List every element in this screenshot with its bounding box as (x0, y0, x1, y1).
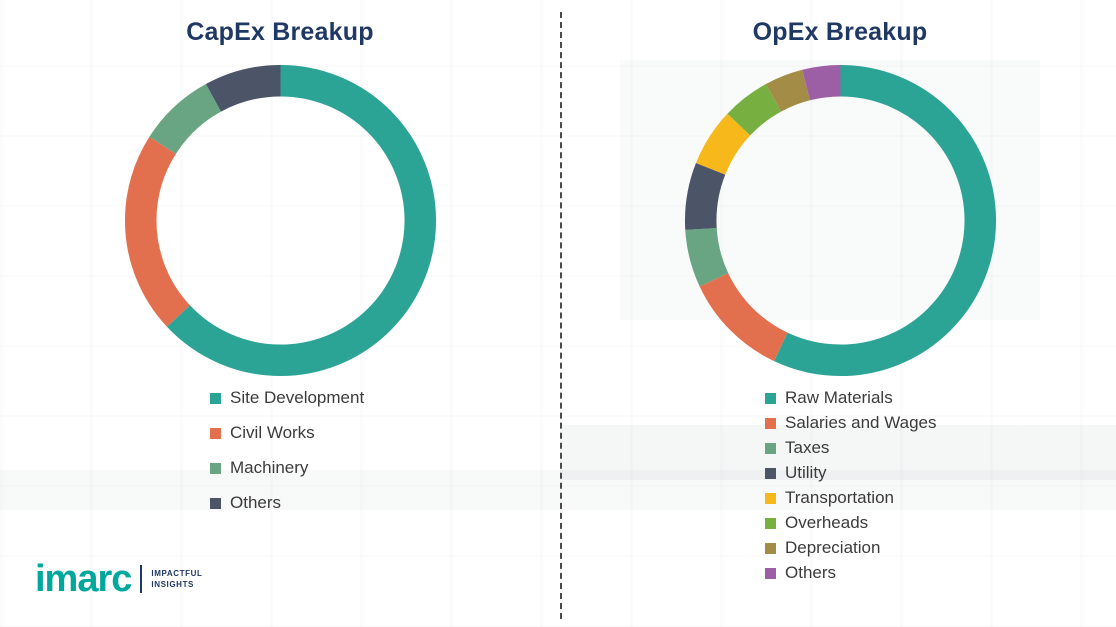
legend-swatch (765, 567, 776, 579)
donut-segment-others (124, 64, 436, 377)
legend-label: Raw Materials (785, 388, 893, 407)
vertical-dashed-divider (560, 12, 562, 619)
legend-label: Overheads (785, 513, 869, 532)
donut-segment-utility (684, 64, 996, 377)
donut-chart-svg (124, 64, 436, 377)
legend-item: Others (210, 493, 480, 513)
capex-donut-chart (123, 63, 438, 378)
legend-item: Overheads (765, 513, 1040, 533)
legend-label: Site Development (230, 388, 365, 407)
opex-legend: Raw Materials Salaries and Wages Taxes Util… (765, 388, 1040, 583)
legend-item: Utility (765, 463, 1040, 483)
opex-chart-section: OpEx Breakup Raw Materials Salaries and W… (640, 18, 1040, 588)
opex-chart-title: OpEx Breakup (752, 18, 928, 46)
legend-swatch (765, 492, 776, 504)
donut-segment-civil-works (124, 64, 436, 377)
legend-item: Transportation (765, 488, 1040, 508)
legend-label: Depreciation (785, 538, 881, 557)
imarc-logo-text: imarc (35, 558, 132, 600)
capex-legend: Site Development Civil Works Machinery Othe… (210, 388, 480, 513)
legend-item: Salaries and Wages (765, 413, 1040, 433)
logo-tagline-line2: INSIGHTS (151, 580, 194, 589)
legend-label: Salaries and Wages (785, 413, 937, 432)
legend-label: Utility (785, 463, 827, 482)
imarc-logo: imarc IMPACTFUL INSIGHTS (35, 560, 202, 598)
legend-label: Transportation (785, 488, 894, 507)
legend-item: Others (765, 563, 1040, 583)
legend-item: Site Development (210, 388, 480, 408)
legend-label: Others (230, 493, 282, 512)
legend-item: Machinery (210, 458, 480, 478)
capex-chart-title: CapEx Breakup (186, 18, 374, 46)
legend-swatch (210, 427, 221, 439)
opex-donut-chart (683, 63, 998, 378)
legend-label: Taxes (785, 438, 830, 457)
legend-swatch (765, 392, 776, 404)
legend-label: Civil Works (230, 423, 315, 442)
logo-tagline: IMPACTFUL INSIGHTS (151, 568, 202, 590)
capex-chart-section: CapEx Breakup Site Development Civil Work… (80, 18, 480, 528)
legend-swatch (210, 462, 221, 474)
donut-segment-others (684, 64, 996, 377)
legend-item: Taxes (765, 438, 1040, 458)
legend-item: Raw Materials (765, 388, 1040, 408)
legend-swatch (765, 442, 776, 454)
legend-swatch (210, 392, 221, 404)
legend-swatch (765, 517, 776, 529)
legend-swatch (210, 497, 221, 509)
legend-item: Civil Works (210, 423, 480, 443)
legend-swatch (765, 467, 776, 479)
donut-chart-svg (684, 64, 996, 377)
legend-swatch (765, 542, 776, 554)
legend-label: Machinery (230, 458, 309, 477)
legend-item: Depreciation (765, 538, 1040, 558)
logo-tagline-line1: IMPACTFUL (151, 568, 203, 578)
legend-label: Others (785, 563, 837, 582)
legend-swatch (765, 417, 776, 429)
logo-divider (140, 565, 143, 593)
